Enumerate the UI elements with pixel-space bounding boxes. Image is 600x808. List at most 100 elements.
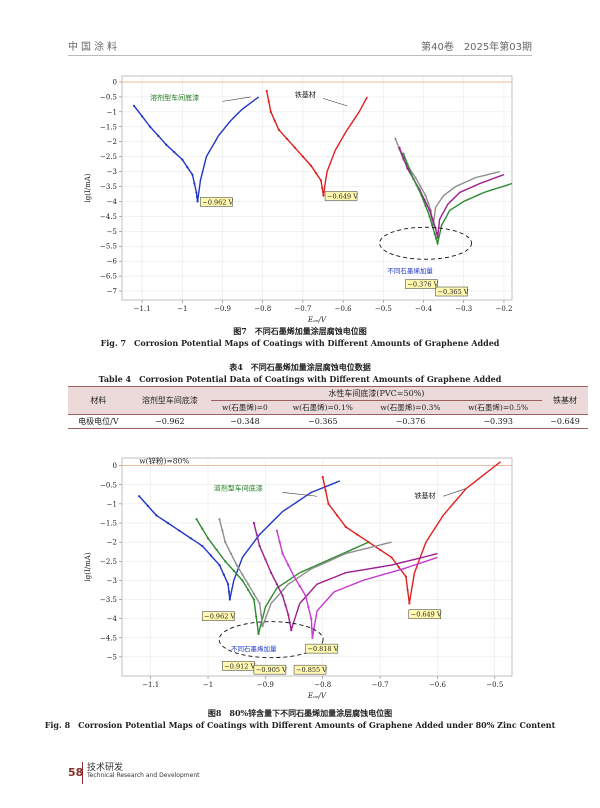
data-point — [406, 167, 409, 170]
data-point — [258, 602, 261, 605]
data-point — [287, 613, 290, 616]
data-point — [141, 115, 144, 118]
plot-area — [121, 75, 513, 301]
graphene-ellipse — [379, 226, 473, 260]
data-point — [356, 533, 359, 536]
data-point — [285, 137, 288, 140]
x-tick-label: −1 — [177, 305, 187, 313]
data-point — [419, 185, 422, 188]
data-point — [264, 558, 267, 561]
data-point — [415, 183, 418, 187]
data-point — [290, 629, 293, 632]
x-tick-label: −0.5 — [486, 681, 503, 689]
data-point — [241, 579, 244, 582]
data-point — [321, 476, 324, 479]
data-point — [267, 100, 270, 103]
data-point — [155, 514, 158, 517]
data-point — [191, 173, 194, 176]
y-tick-label: −4 — [107, 198, 118, 206]
data-point — [284, 604, 287, 607]
value-label: −0.818 V — [308, 645, 339, 653]
y-tick-label: −1.5 — [100, 520, 117, 528]
table-4-title-en: Table 4 Corrosion Potential Data of Coat… — [98, 374, 502, 384]
data-point — [281, 552, 284, 555]
data-point — [277, 128, 280, 131]
data-point — [311, 636, 314, 639]
data-point — [424, 194, 427, 197]
section-name-en: Technical Research and Development — [87, 772, 200, 779]
y-tick-label: −7 — [107, 288, 117, 296]
x-tick-label: −0.8 — [314, 681, 331, 689]
table-4: 材料 溶剂型车间底漆 水性车间底漆(PVC=50%) 铁基材 w(石墨烯)=0 … — [68, 386, 588, 429]
table-header-water: 水性车间底漆(PVC=50%) — [210, 386, 542, 401]
value-label: −0.649 V — [411, 611, 442, 619]
issue-info: 第40卷 2025年第03期 — [421, 42, 532, 53]
value-label: −0.376 V — [407, 281, 438, 289]
data-point — [428, 209, 431, 212]
data-point — [324, 489, 327, 492]
y-tick-label: −2 — [107, 539, 117, 547]
data-point — [221, 529, 224, 532]
data-point — [178, 529, 181, 532]
data-point — [404, 575, 407, 578]
data-point — [269, 110, 272, 113]
x-tick-label: −0.7 — [294, 305, 311, 313]
data-point — [344, 525, 347, 528]
data-point — [227, 590, 231, 593]
data-point — [215, 548, 218, 551]
y-tick-label: −4.5 — [100, 634, 117, 642]
data-point — [293, 146, 296, 149]
data-point — [255, 533, 258, 536]
data-point — [427, 201, 430, 205]
data-point — [252, 598, 256, 601]
data-point — [414, 176, 417, 179]
data-point — [166, 521, 169, 525]
graphene-label: 不同石墨烯加量 — [387, 266, 433, 275]
table-cell: −0.365 — [278, 414, 367, 429]
data-point — [406, 163, 409, 166]
y-tick-label: −3.5 — [100, 596, 117, 604]
y-tick-label: −6.5 — [100, 273, 117, 281]
value-label: −0.649 V — [327, 192, 358, 200]
data-point — [304, 594, 307, 597]
journal-name: 中国涂料 — [68, 42, 120, 53]
table-header-iron: 铁基材 — [541, 386, 588, 415]
data-point — [435, 231, 438, 234]
data-point — [275, 529, 278, 532]
data-point — [431, 224, 434, 227]
y-tick-label: −3.5 — [100, 183, 117, 191]
data-point — [408, 602, 411, 605]
table-cell: −0.649 — [541, 414, 588, 429]
y-tick-label: −3 — [107, 577, 117, 585]
data-point — [319, 179, 323, 182]
y-tick-label: −2.5 — [100, 153, 117, 161]
data-point — [257, 632, 260, 636]
data-point — [310, 617, 313, 620]
figure-8-caption-en: Fig. 8 Corrosion Potential Maps of Coati… — [44, 720, 556, 730]
y-tick-label: −1.5 — [100, 123, 117, 131]
data-point — [227, 583, 230, 586]
x-tick-label: −0.4 — [415, 305, 433, 313]
data-point — [322, 194, 325, 197]
data-point — [402, 152, 405, 155]
table-subheader: w(石墨烯)=0.1% — [278, 400, 367, 415]
data-point — [222, 573, 225, 576]
x-tick-label: −0.3 — [455, 305, 472, 313]
table-header-material: 材料 — [68, 386, 129, 415]
data-point — [247, 588, 250, 592]
annotation-arrow — [282, 492, 318, 497]
y-tick-label: −3 — [107, 168, 117, 176]
data-point — [173, 151, 176, 154]
data-point — [146, 504, 149, 507]
data-point — [402, 157, 405, 160]
page-header: 中国涂料 第40卷 2025年第03期 — [68, 38, 532, 58]
data-point — [196, 200, 199, 203]
graphene-ellipse — [218, 621, 324, 659]
y-tick-label: −4.5 — [100, 213, 117, 221]
data-point — [218, 563, 221, 567]
data-point — [327, 502, 330, 505]
y-axis-label: lg(I/mA) — [84, 173, 92, 202]
value-label-box — [305, 643, 338, 654]
value-label: −0.962 V — [202, 198, 233, 206]
value-label: −0.365 V — [438, 288, 469, 296]
